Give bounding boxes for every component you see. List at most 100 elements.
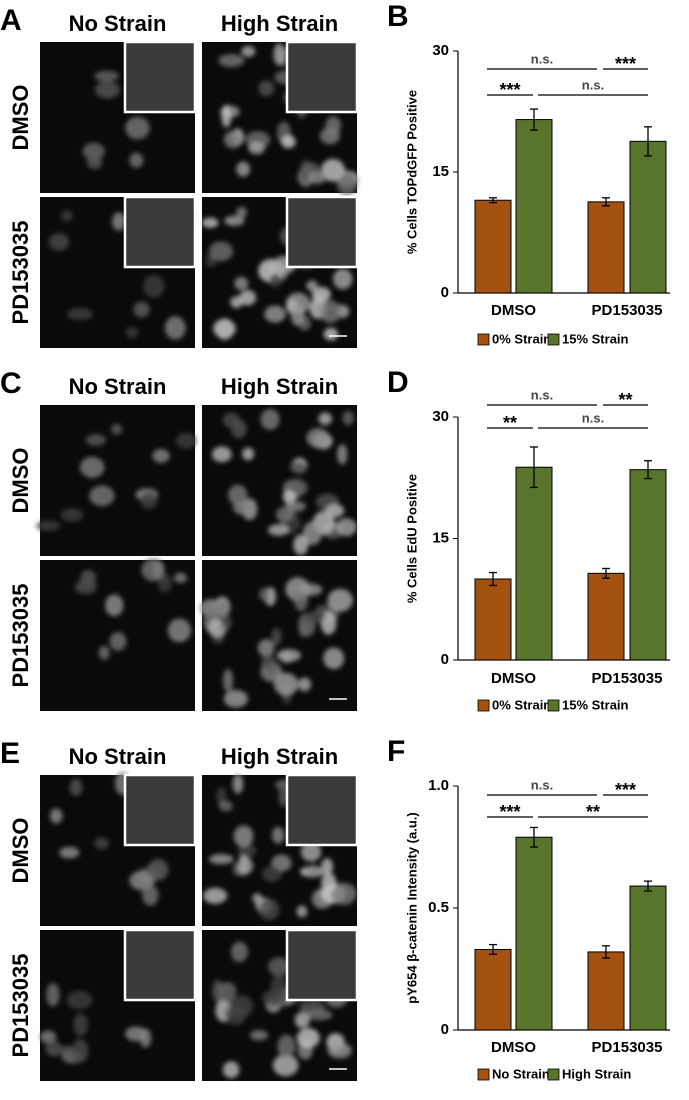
- cell: [218, 53, 245, 68]
- cell: [306, 280, 318, 291]
- bar: [474, 578, 512, 661]
- inset: [285, 773, 359, 847]
- cells: [39, 982, 152, 1064]
- cell: [147, 859, 169, 881]
- cell: [236, 206, 247, 219]
- cell: [248, 141, 265, 155]
- cell: [336, 173, 358, 196]
- cell: [222, 1061, 240, 1079]
- significance-label: **: [618, 390, 632, 410]
- cell: [202, 217, 219, 228]
- cell: [262, 989, 288, 1006]
- cell: [232, 774, 244, 794]
- cell: [273, 672, 299, 696]
- cell: [267, 524, 289, 536]
- cell: [237, 844, 257, 857]
- row-label: DMSO: [8, 448, 33, 514]
- bar: [629, 885, 667, 1031]
- cell: [129, 152, 144, 168]
- cell: [258, 80, 275, 97]
- y-axis-label: % Cells TOPdGFP Positive: [404, 90, 419, 254]
- error-bar: [489, 571, 497, 587]
- cell: [223, 130, 243, 149]
- cell: [69, 778, 83, 796]
- column-label: High Strain: [221, 744, 338, 769]
- error-bar: [644, 880, 652, 892]
- cell: [94, 837, 109, 850]
- cell: [222, 412, 241, 428]
- error-bar: [602, 945, 610, 959]
- cell: [60, 1045, 75, 1061]
- cell: [94, 70, 119, 82]
- cell: [327, 588, 353, 612]
- y-tick-label: 0: [441, 651, 449, 668]
- legend-swatch: [547, 333, 560, 346]
- significance-label: **: [586, 802, 600, 822]
- column-label: No Strain: [69, 374, 167, 399]
- significance-label: n.s.: [582, 77, 604, 92]
- cell: [112, 212, 126, 231]
- column-label: No Strain: [69, 11, 167, 36]
- cell: [218, 800, 233, 812]
- cell: [323, 647, 345, 670]
- inset: [123, 773, 197, 847]
- cell: [82, 142, 105, 161]
- cell: [213, 601, 229, 617]
- cell: [48, 232, 70, 251]
- cells: [211, 408, 357, 556]
- cell: [264, 305, 286, 323]
- legend-label: 0% Strain: [492, 331, 551, 346]
- cell: [302, 521, 322, 546]
- legend-label: No Strain: [492, 1066, 550, 1081]
- error-bar: [489, 943, 497, 956]
- panel-letter: A: [0, 4, 22, 37]
- row-label: DMSO: [8, 85, 33, 151]
- legend-label: High Strain: [562, 1066, 631, 1081]
- inset: [123, 40, 197, 114]
- error-bar: [644, 460, 652, 480]
- x-tick-label: DMSO: [491, 302, 536, 319]
- cell: [239, 289, 257, 306]
- panel-letter: D: [387, 366, 409, 399]
- cell: [321, 858, 334, 876]
- cell: [333, 268, 353, 290]
- cell: [281, 135, 296, 149]
- y-tick-label: 0.5: [428, 899, 449, 916]
- cell: [140, 491, 158, 510]
- cell: [59, 846, 80, 859]
- cells: [199, 577, 353, 708]
- cell: [151, 559, 164, 579]
- legend-swatch: [477, 333, 490, 346]
- y-tick-label: 1.0: [428, 777, 449, 794]
- cell: [157, 573, 172, 593]
- y-tick-label: 15: [432, 163, 449, 180]
- cell: [272, 1054, 299, 1077]
- cell: [222, 669, 234, 692]
- cell: [111, 423, 123, 436]
- y-axis-label: % Cells EdU Positive: [404, 474, 419, 603]
- cell: [66, 990, 93, 1010]
- cell: [268, 957, 290, 977]
- cell: [331, 882, 357, 905]
- significance-label: **: [503, 413, 517, 433]
- cell: [294, 590, 308, 612]
- cell: [250, 1030, 268, 1041]
- cell: [95, 80, 121, 99]
- cell: [296, 1028, 320, 1048]
- cell: [298, 625, 309, 637]
- cell: [257, 639, 275, 657]
- cell: [174, 572, 188, 584]
- significance-label: ***: [499, 802, 520, 822]
- cell: [215, 318, 234, 340]
- cell: [271, 826, 285, 844]
- cell: [73, 1013, 88, 1037]
- error-bar: [530, 446, 538, 489]
- cell: [276, 649, 302, 662]
- legend-label: 0% Strain: [492, 697, 551, 712]
- cell: [211, 446, 232, 463]
- y-tick-label: 30: [432, 408, 449, 425]
- cell: [98, 645, 110, 660]
- bar: [587, 951, 625, 1031]
- cell: [293, 534, 309, 556]
